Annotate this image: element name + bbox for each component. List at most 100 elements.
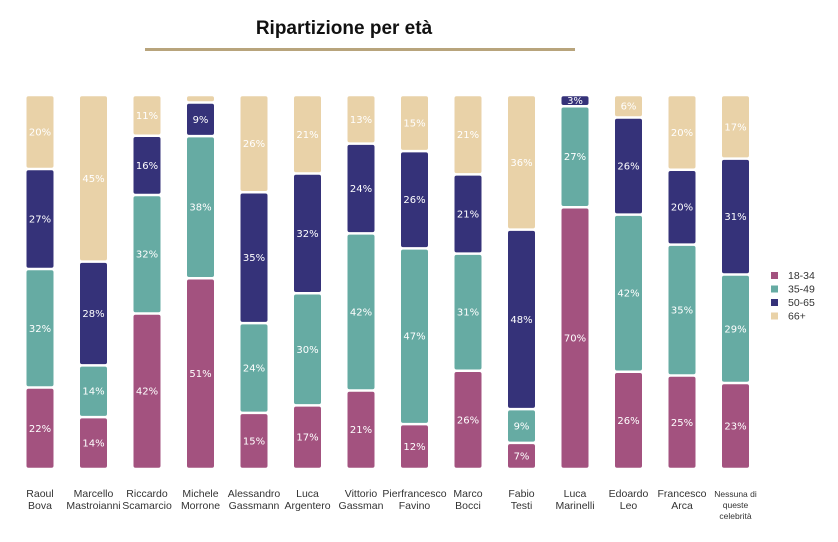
category-label: Morrone bbox=[181, 500, 220, 512]
category-label: Scamarcio bbox=[122, 500, 172, 512]
bar-segment-66plus bbox=[347, 96, 375, 143]
bar-segment-66plus bbox=[187, 96, 214, 102]
data-label: 26% bbox=[243, 139, 265, 150]
data-label: 14% bbox=[82, 439, 104, 450]
bar-segment-66plus bbox=[615, 96, 642, 117]
legend-label: 66+ bbox=[788, 311, 806, 323]
data-label: 32% bbox=[29, 324, 51, 335]
category-label: Edoardo bbox=[609, 488, 649, 500]
data-label: 42% bbox=[617, 289, 639, 300]
bar-segment-50-65 bbox=[133, 136, 161, 194]
data-label: 7% bbox=[514, 451, 530, 462]
data-label: 29% bbox=[724, 324, 746, 335]
legend-label: 35-49 bbox=[788, 284, 815, 296]
data-label: 3% bbox=[567, 96, 583, 107]
bar-segment-18-34 bbox=[668, 376, 696, 468]
category-label: Bova bbox=[28, 500, 52, 512]
bar-segment-35-49 bbox=[454, 254, 482, 370]
data-label: 15% bbox=[403, 119, 425, 130]
bar-segment-35-49 bbox=[401, 249, 428, 423]
data-label: 31% bbox=[724, 212, 746, 223]
bar-segment-50-65 bbox=[668, 171, 696, 244]
data-label: 70% bbox=[564, 334, 586, 345]
data-label: 17% bbox=[724, 122, 746, 133]
data-label: 28% bbox=[82, 309, 104, 320]
category-label: celebrità bbox=[719, 511, 751, 521]
bar-segment-66plus bbox=[401, 96, 428, 150]
category-label: Marinelli bbox=[555, 500, 594, 512]
data-label: 13% bbox=[350, 115, 372, 126]
bar-segment-35-49 bbox=[133, 196, 161, 313]
bar-segment-50-65 bbox=[508, 230, 535, 408]
data-label: 22% bbox=[29, 424, 51, 435]
bar-segment-66plus bbox=[294, 96, 321, 173]
bar-segment-35-49 bbox=[668, 245, 696, 375]
title-underline bbox=[145, 48, 575, 51]
bar-segment-66plus bbox=[454, 96, 482, 174]
data-label: 42% bbox=[350, 307, 372, 318]
data-label: 35% bbox=[243, 253, 265, 264]
data-label: 25% bbox=[671, 418, 693, 429]
bar-segment-35-49 bbox=[722, 275, 749, 382]
category-label: Luca bbox=[564, 488, 587, 500]
bar-segment-50-65 bbox=[187, 103, 214, 135]
bar-segment-50-65 bbox=[454, 175, 482, 253]
bar-segment-66plus bbox=[26, 96, 54, 168]
category-label: Mastroianni bbox=[66, 500, 120, 512]
data-label: 26% bbox=[403, 195, 425, 206]
data-label: 24% bbox=[243, 364, 265, 375]
category-label: Vittorio bbox=[345, 488, 378, 500]
data-label: 42% bbox=[136, 387, 158, 398]
category-label: Luca bbox=[296, 488, 319, 500]
category-label: Pierfrancesco bbox=[382, 488, 446, 500]
bar-segment-35-49 bbox=[347, 234, 375, 390]
category-label: Favino bbox=[399, 500, 431, 512]
category-label: Argentero bbox=[284, 500, 330, 512]
data-label: 51% bbox=[189, 369, 211, 380]
bar-segment-18-34 bbox=[294, 406, 321, 468]
category-label: Francesco bbox=[657, 488, 706, 500]
legend-swatch bbox=[771, 285, 778, 293]
category-label: Gassmann bbox=[229, 500, 280, 512]
data-label: 47% bbox=[403, 332, 425, 343]
data-label: 21% bbox=[296, 130, 318, 141]
category-label: Fabio bbox=[508, 488, 534, 500]
bar-segment-66plus bbox=[80, 96, 107, 261]
data-label: 26% bbox=[617, 162, 639, 173]
legend-label: 18-34 bbox=[788, 270, 815, 282]
bar-segment-50-65 bbox=[240, 193, 268, 322]
bar-segment-50-65 bbox=[561, 96, 589, 105]
category-label: Riccardo bbox=[126, 488, 168, 500]
bar-segment-35-49 bbox=[187, 137, 214, 278]
bar-segment-35-49 bbox=[561, 107, 589, 206]
bar-segment-18-34 bbox=[615, 373, 642, 468]
data-label: 14% bbox=[82, 387, 104, 398]
bars-group: 22% 32% 27% 20% 14% 14% 28% 45% 42% 32% 16% 11% 51% 3… bbox=[26, 96, 749, 468]
data-label: 38% bbox=[189, 203, 211, 214]
category-label: Arca bbox=[671, 500, 693, 512]
data-label: 26% bbox=[617, 416, 639, 427]
data-label: 32% bbox=[136, 250, 158, 261]
legend-swatch bbox=[771, 272, 778, 279]
category-label: Michele bbox=[182, 488, 218, 500]
legend-label: 50-65 bbox=[788, 297, 815, 309]
data-label: 27% bbox=[29, 215, 51, 226]
data-label: 26% bbox=[457, 415, 479, 426]
data-label: 15% bbox=[243, 436, 265, 447]
data-label: 48% bbox=[510, 315, 532, 326]
bar-segment-18-34 bbox=[347, 391, 375, 468]
data-label: 32% bbox=[296, 229, 318, 240]
data-label: 11% bbox=[136, 111, 158, 122]
bar-segment-18-34 bbox=[80, 418, 107, 468]
bar-segment-18-34 bbox=[561, 208, 589, 468]
bar-segment-35-49 bbox=[240, 324, 268, 412]
bar-segment-18-34 bbox=[240, 414, 268, 468]
category-label: Marcello bbox=[74, 488, 114, 500]
bar-segment-18-34 bbox=[133, 314, 161, 468]
chart-title: Ripartizione per età bbox=[255, 18, 433, 39]
data-label: 20% bbox=[671, 203, 693, 214]
bar-segment-18-34 bbox=[508, 444, 535, 468]
bar-segment-66plus bbox=[240, 96, 268, 191]
data-label: 21% bbox=[457, 130, 479, 141]
